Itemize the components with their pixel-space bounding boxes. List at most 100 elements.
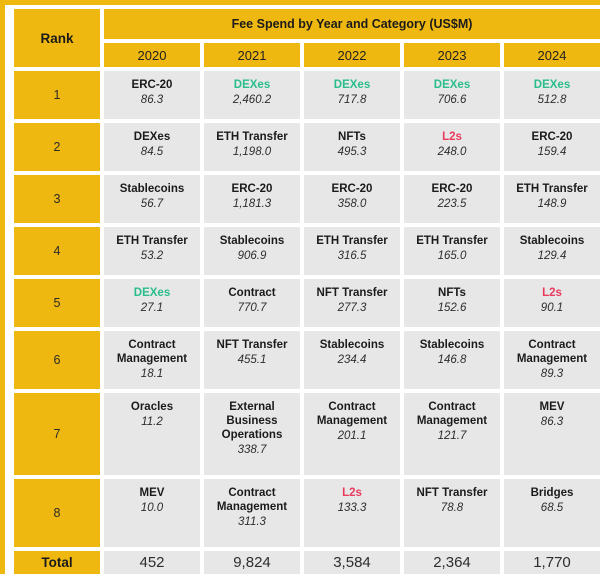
rank-column-header: Rank: [14, 9, 100, 67]
category-label: Contract Management: [516, 339, 588, 366]
fee-value: 338.7: [237, 444, 267, 457]
category-label: DEXes: [133, 131, 171, 143]
fee-cell-2022-rank3: ERC-20 358.0: [304, 175, 400, 223]
fee-cell-2023-rank8: NFT Transfer 78.8: [404, 479, 500, 547]
category-label: Stablecoins: [119, 183, 185, 195]
total-2024: 1,770: [504, 551, 600, 574]
fee-cell-2021-rank6: NFT Transfer 455.1: [204, 331, 300, 389]
rank-cell-2: 2: [14, 123, 100, 171]
fee-cell-2020-rank8: MEV 10.0: [104, 479, 200, 547]
category-label: ERC-20: [231, 183, 273, 195]
fee-cell-2022-rank7: Contract Management 201.1: [304, 393, 400, 475]
fee-value: 495.3: [337, 146, 367, 159]
category-label: L2s: [342, 487, 362, 499]
fee-cell-2024-rank1: DEXes 512.8: [504, 71, 600, 119]
fee-cell-2020-rank4: ETH Transfer 53.2: [104, 227, 200, 275]
category-label: ERC-20: [131, 79, 173, 91]
fee-cell-2021-rank8: Contract Management 311.3: [204, 479, 300, 547]
total-row-label: Total: [14, 551, 100, 574]
year-header-2020: 2020: [104, 43, 200, 67]
fee-value: 84.5: [140, 146, 164, 159]
fee-cell-2021-rank3: ERC-20 1,181.3: [204, 175, 300, 223]
category-label: ERC-20: [431, 183, 473, 195]
fee-value: 18.1: [140, 368, 164, 381]
fee-cell-2023-rank5: NFTs 152.6: [404, 279, 500, 327]
total-2021: 9,824: [204, 551, 300, 574]
year-header-2024: 2024: [504, 43, 600, 67]
total-2022: 3,584: [304, 551, 400, 574]
category-label: Stablecoins: [319, 339, 385, 351]
category-label: Contract Management: [216, 487, 288, 514]
fee-cell-2024-rank5: L2s 90.1: [504, 279, 600, 327]
fee-cell-2020-rank5: DEXes 27.1: [104, 279, 200, 327]
category-label: ETH Transfer: [516, 183, 588, 195]
fee-cell-2022-rank2: NFTs 495.3: [304, 123, 400, 171]
fee-cell-2021-rank4: Stablecoins 906.9: [204, 227, 300, 275]
total-2020: 452: [104, 551, 200, 574]
category-label: External Business Operations: [221, 401, 283, 442]
total-2023: 2,364: [404, 551, 500, 574]
rank-cell-7: 7: [14, 393, 100, 475]
fee-value: 234.4: [337, 354, 367, 367]
fee-value: 133.3: [337, 502, 367, 515]
fee-cell-2021-rank7: External Business Operations 338.7: [204, 393, 300, 475]
fee-cell-2024-rank2: ERC-20 159.4: [504, 123, 600, 171]
fee-value: 121.7: [437, 430, 467, 443]
fee-value: 152.6: [437, 302, 467, 315]
fee-cell-2023-rank1: DEXes 706.6: [404, 71, 500, 119]
category-label: DEXes: [333, 79, 371, 91]
fee-cell-2023-rank3: ERC-20 223.5: [404, 175, 500, 223]
category-label: Stablecoins: [219, 235, 285, 247]
rank-cell-4: 4: [14, 227, 100, 275]
category-label: ERC-20: [531, 131, 573, 143]
table-frame-top: [0, 0, 600, 5]
category-label: ETH Transfer: [416, 235, 488, 247]
fee-value: 90.1: [540, 302, 564, 315]
fee-value: 89.3: [540, 368, 564, 381]
category-label: ETH Transfer: [316, 235, 388, 247]
category-label: Contract Management: [416, 401, 488, 428]
category-label: L2s: [542, 287, 562, 299]
category-label: DEXes: [433, 79, 471, 91]
fee-value: 10.0: [140, 502, 164, 515]
category-label: ETH Transfer: [216, 131, 288, 143]
fee-cell-2020-rank1: ERC-20 86.3: [104, 71, 200, 119]
fee-cell-2020-rank7: Oracles 11.2: [104, 393, 200, 475]
fee-cell-2020-rank6: Contract Management 18.1: [104, 331, 200, 389]
category-label: MEV: [539, 401, 565, 413]
rank-cell-8: 8: [14, 479, 100, 547]
fee-value: 201.1: [337, 430, 367, 443]
category-label: Contract Management: [116, 339, 188, 366]
category-label: ERC-20: [331, 183, 373, 195]
fee-value: 248.0: [437, 146, 467, 159]
fee-value: 311.3: [238, 516, 266, 529]
category-label: Stablecoins: [419, 339, 485, 351]
category-label: Contract Management: [316, 401, 388, 428]
fee-value: 146.8: [437, 354, 467, 367]
fee-cell-2023-rank7: Contract Management 121.7: [404, 393, 500, 475]
fee-cell-2022-rank1: DEXes 717.8: [304, 71, 400, 119]
fee-cell-2022-rank4: ETH Transfer 316.5: [304, 227, 400, 275]
fee-value: 277.3: [337, 302, 367, 315]
fee-cell-2024-rank8: Bridges 68.5: [504, 479, 600, 547]
year-header-2023: 2023: [404, 43, 500, 67]
fee-cell-2020-rank2: DEXes 84.5: [104, 123, 200, 171]
rank-cell-1: 1: [14, 71, 100, 119]
fee-value: 148.9: [537, 198, 567, 211]
fee-value: 1,181.3: [232, 198, 272, 211]
rank-cell-6: 6: [14, 331, 100, 389]
fee-value: 717.8: [337, 94, 367, 107]
category-label: DEXes: [133, 287, 171, 299]
category-label: NFTs: [438, 287, 466, 299]
fee-value: 906.9: [237, 250, 267, 263]
fee-cell-2023-rank4: ETH Transfer 165.0: [404, 227, 500, 275]
fee-cell-2022-rank6: Stablecoins 234.4: [304, 331, 400, 389]
category-label: DEXes: [233, 79, 271, 91]
category-label: MEV: [139, 487, 165, 499]
fee-cell-2021-rank2: ETH Transfer 1,198.0: [204, 123, 300, 171]
table-frame-left: [0, 0, 5, 574]
rank-cell-3: 3: [14, 175, 100, 223]
year-header-2022: 2022: [304, 43, 400, 67]
fee-cell-2020-rank3: Stablecoins 56.7: [104, 175, 200, 223]
fee-value: 86.3: [540, 416, 564, 429]
